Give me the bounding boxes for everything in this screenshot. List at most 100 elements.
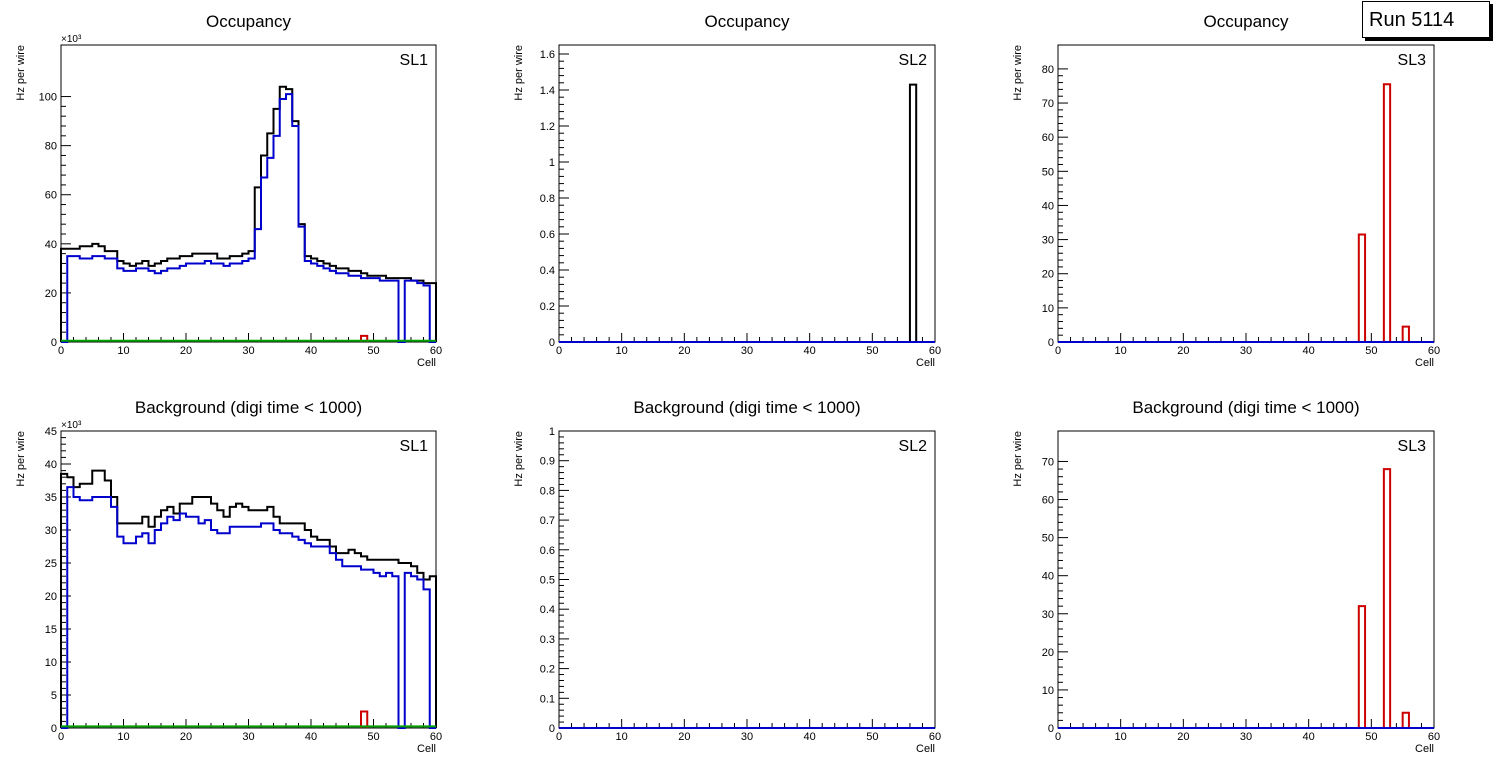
y-tick-label: 20 — [1042, 269, 1054, 281]
y-tick-label: 1.2 — [540, 121, 555, 133]
x-axis-label: Cell — [1415, 743, 1434, 755]
y-tick-label: 0.6 — [540, 229, 555, 241]
y-tick-label: 40 — [45, 459, 57, 471]
series-noisy-bar — [360, 334, 369, 342]
superlayer-label: SL3 — [1398, 52, 1427, 69]
y-tick-label: 40 — [1042, 200, 1054, 212]
series-noisy-bar — [1357, 605, 1367, 728]
superlayer-label: SL2 — [899, 438, 928, 455]
x-tick-label: 10 — [117, 731, 129, 743]
y-exponent-label: ×10³ — [61, 34, 82, 45]
y-tick-label: 10 — [1042, 685, 1054, 697]
y-tick-label: 10 — [1042, 303, 1054, 315]
series-main-line — [61, 93, 436, 343]
series-main-line — [61, 486, 436, 729]
y-tick-label: 0 — [549, 337, 555, 349]
y-tick-label: 80 — [45, 141, 57, 153]
y-tick-label: 20 — [1042, 647, 1054, 659]
y-tick-label: 60 — [45, 190, 57, 202]
x-tick-label: 20 — [1177, 345, 1189, 357]
series-noisy-bar — [1382, 83, 1392, 342]
x-tick-label: 50 — [367, 731, 379, 743]
x-tick-label: 30 — [741, 345, 753, 357]
x-axis-label: Cell — [916, 743, 935, 755]
x-tick-label: 10 — [616, 345, 628, 357]
y-tick-label: 0 — [1048, 723, 1054, 735]
x-tick-label: 20 — [678, 345, 690, 357]
y-tick-label: 20 — [45, 288, 57, 300]
y-tick-label: 0 — [549, 723, 555, 735]
y-tick-label: 1 — [549, 157, 555, 169]
x-tick-label: 30 — [1240, 731, 1252, 743]
series-noisy-bar — [1382, 468, 1392, 728]
y-tick-label: 70 — [1042, 98, 1054, 110]
x-tick-label: 0 — [556, 345, 562, 357]
superlayer-label: SL2 — [899, 52, 928, 69]
x-tick-label: 60 — [1428, 345, 1440, 357]
plot-frame — [60, 44, 437, 343]
x-tick-label: 10 — [117, 345, 129, 357]
y-tick-label: 0.9 — [540, 456, 555, 468]
x-tick-label: 40 — [1303, 345, 1315, 357]
x-tick-label: 30 — [1240, 345, 1252, 357]
x-tick-label: 0 — [58, 731, 64, 743]
x-tick-label: 0 — [1055, 345, 1061, 357]
series-total-bar — [908, 83, 918, 342]
x-tick-label: 60 — [929, 345, 941, 357]
series-noisy-bar — [360, 710, 369, 728]
run-label: Run 5114 — [1369, 9, 1455, 31]
x-tick-label: 50 — [866, 345, 878, 357]
y-tick-label: 40 — [1042, 571, 1054, 583]
y-tick-label: 80 — [1042, 64, 1054, 76]
x-axis-label: Cell — [417, 743, 436, 755]
y-tick-label: 0.1 — [540, 693, 555, 705]
y-tick-label: 0.2 — [540, 664, 555, 676]
y-tick-label: 100 — [39, 92, 57, 104]
superlayer-label: SL3 — [1398, 438, 1427, 455]
y-tick-label: 5 — [51, 690, 57, 702]
y-tick-label: 0.3 — [540, 634, 555, 646]
x-tick-label: 60 — [430, 731, 442, 743]
chart-title: Background (digi time < 1000) — [1132, 398, 1359, 417]
series-noisy-bar — [1401, 711, 1410, 728]
y-tick-label: 0 — [51, 337, 57, 349]
series-noisy-bar — [1401, 325, 1410, 342]
plot-frame — [1057, 44, 1435, 343]
x-tick-label: 10 — [1115, 345, 1127, 357]
plot-frame — [558, 430, 936, 729]
x-tick-label: 0 — [58, 345, 64, 357]
y-axis-label: Hz per wire — [1012, 431, 1024, 487]
y-tick-label: 40 — [45, 239, 57, 251]
y-tick-label: 60 — [1042, 495, 1054, 507]
y-tick-label: 30 — [1042, 609, 1054, 621]
y-tick-label: 25 — [45, 558, 57, 570]
series-noisy-bar — [1357, 233, 1367, 342]
y-tick-label: 70 — [1042, 456, 1054, 468]
x-tick-label: 50 — [367, 345, 379, 357]
x-tick-label: 60 — [430, 345, 442, 357]
chart-title: Background (digi time < 1000) — [633, 398, 860, 417]
y-tick-label: 0.6 — [540, 545, 555, 557]
chart-title: Occupancy — [1203, 12, 1289, 31]
y-exponent-label: ×10³ — [61, 420, 82, 431]
x-tick-label: 30 — [741, 731, 753, 743]
x-tick-label: 40 — [804, 345, 816, 357]
plot-frame — [558, 44, 936, 343]
y-tick-label: 10 — [45, 657, 57, 669]
y-tick-label: 30 — [45, 525, 57, 537]
x-tick-label: 60 — [1428, 731, 1440, 743]
x-tick-label: 0 — [1055, 731, 1061, 743]
superlayer-label: SL1 — [400, 52, 429, 69]
superlayer-label: SL1 — [400, 438, 429, 455]
y-tick-label: 0 — [1048, 337, 1054, 349]
y-tick-label: 0 — [51, 723, 57, 735]
x-tick-label: 20 — [678, 731, 690, 743]
x-tick-label: 10 — [1115, 731, 1127, 743]
chart-panel-3: Occupancy SL3 Cell Hz per wire 0 10 20 30 40 50 60… — [1012, 12, 1440, 369]
run-label-box: Run 5114 — [1362, 1, 1490, 38]
y-tick-label: 45 — [45, 426, 57, 438]
x-tick-label: 20 — [1177, 731, 1189, 743]
x-axis-label: Cell — [1415, 357, 1434, 369]
y-tick-label: 0.8 — [540, 193, 555, 205]
